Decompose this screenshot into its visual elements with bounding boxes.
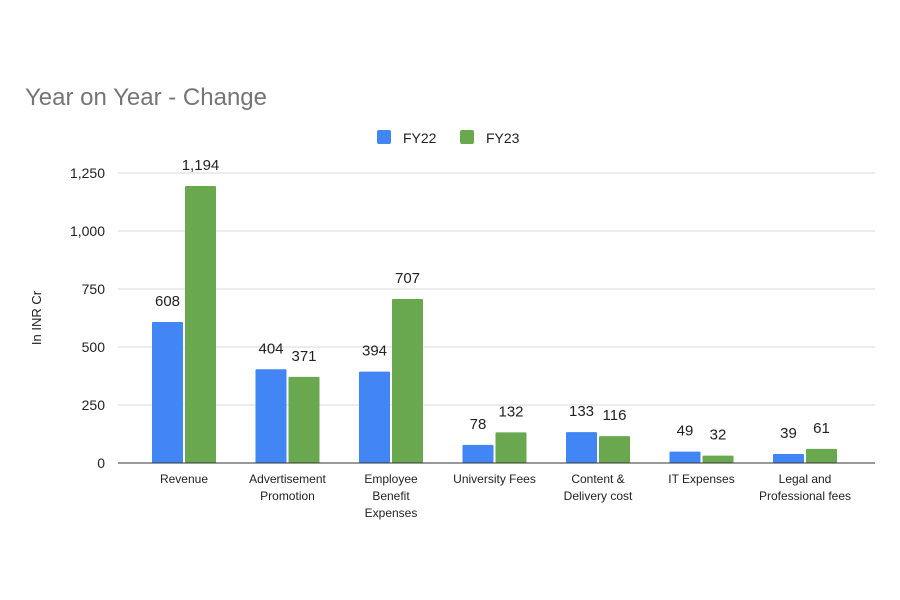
data-label-fy23: 61 — [813, 420, 830, 437]
bar-fy23 — [702, 455, 734, 463]
bar-fy22 — [773, 453, 804, 463]
bar-fy22 — [566, 432, 597, 463]
legend-swatch-fy22 — [377, 130, 391, 144]
data-label-fy23: 707 — [395, 270, 420, 287]
x-tick-label: University Fees — [453, 472, 536, 486]
x-tick-label: Revenue — [160, 472, 208, 486]
data-label-fy22: 133 — [569, 403, 594, 420]
bar-fy23 — [392, 298, 423, 463]
y-tick-label: 1,250 — [70, 165, 105, 181]
chart-title: Year on Year - Change — [25, 84, 267, 111]
data-label-fy23: 132 — [498, 403, 523, 420]
y-tick-label: 750 — [82, 281, 106, 297]
data-label-fy22: 404 — [258, 340, 283, 357]
bar-fy23 — [806, 448, 837, 463]
legend-label-fy23: FY23 — [486, 130, 520, 146]
bar-fy23 — [495, 432, 527, 463]
y-tick-label: 250 — [82, 397, 106, 413]
data-label-fy23: 32 — [710, 427, 727, 444]
y-tick-label: 0 — [97, 455, 105, 471]
bar-fy23 — [185, 185, 216, 463]
legend-swatch-fy23 — [460, 130, 474, 144]
data-label-fy22: 608 — [155, 293, 180, 310]
bar-fy22 — [669, 451, 701, 463]
x-tick-label: IT Expenses — [668, 472, 734, 486]
y-tick-label: 1,000 — [70, 223, 105, 239]
data-label-fy23: 116 — [603, 407, 627, 424]
data-label-fy23: 1,194 — [182, 157, 220, 174]
bar-fy22 — [152, 321, 183, 463]
x-tick-label: Professional fees — [759, 489, 851, 503]
y-axis-label: In INR Cr — [29, 290, 44, 345]
bar-fy23 — [599, 436, 630, 463]
x-tick-label: Promotion — [260, 489, 315, 503]
data-label-fy22: 394 — [362, 343, 387, 360]
x-tick-label: Content & — [571, 472, 624, 486]
bar-fy22 — [255, 369, 287, 463]
y-tick-label: 500 — [82, 339, 106, 355]
bar-fy23 — [288, 376, 320, 463]
legend-label-fy22: FY22 — [403, 130, 437, 146]
data-label-fy22: 78 — [470, 416, 487, 433]
bar-fy22 — [359, 371, 390, 463]
x-tick-label: Advertisement — [249, 472, 326, 486]
bar-fy22 — [462, 444, 494, 463]
x-tick-label: Delivery cost — [564, 489, 633, 503]
x-tick-label: Benefit — [372, 489, 410, 503]
data-label-fy23: 371 — [291, 348, 316, 365]
data-label-fy22: 39 — [780, 425, 797, 442]
x-tick-label: Expenses — [365, 506, 418, 520]
data-label-fy22: 49 — [677, 423, 694, 440]
x-tick-label: Legal and — [779, 472, 832, 486]
x-tick-label: Employee — [364, 472, 418, 486]
